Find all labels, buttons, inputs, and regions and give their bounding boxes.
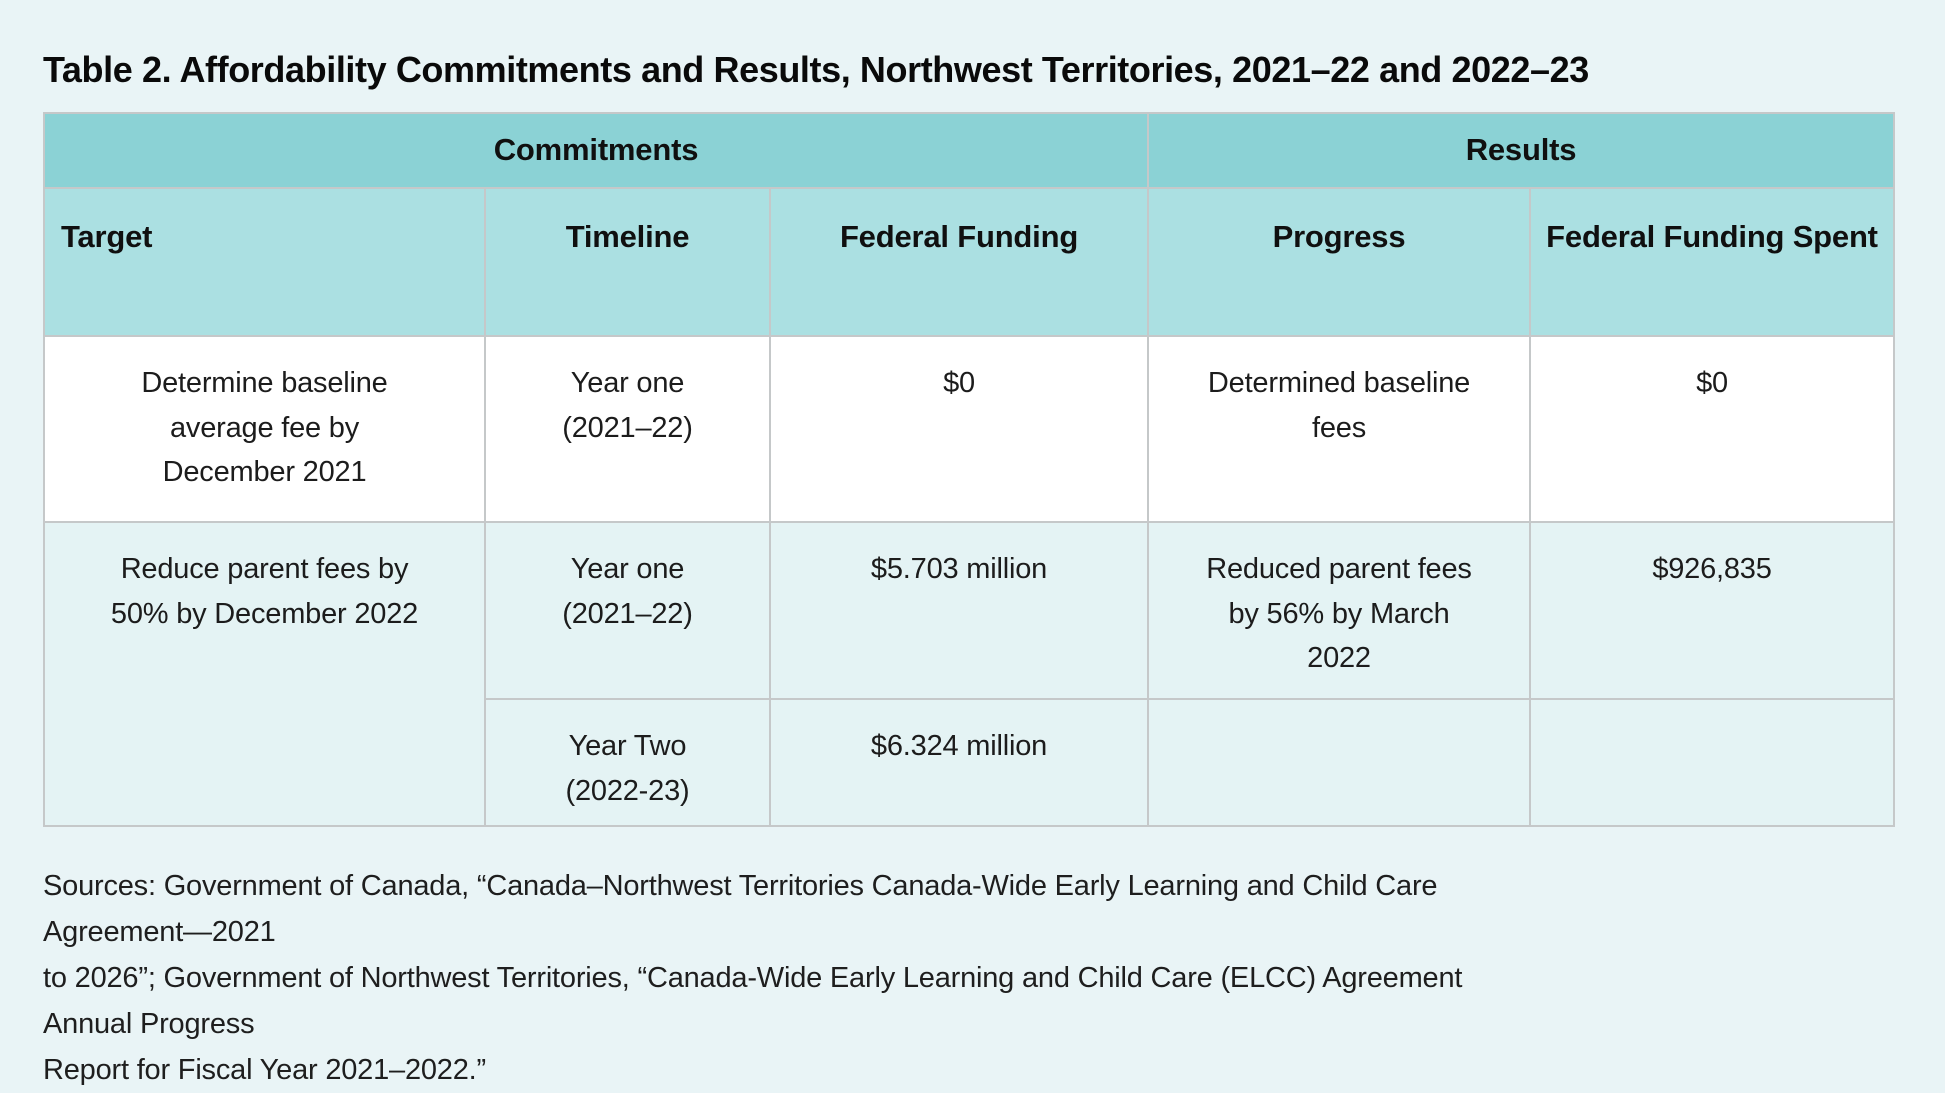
page-title: Table 2. Affordability Commitments and R… [43, 49, 1589, 90]
cell-row2b-timeline: Year Two (2022-23) [484, 697, 771, 827]
cell-row1-progress: Determined baseline fees [1147, 334, 1531, 523]
group-header-row: Commitments Results [43, 111, 1895, 189]
column-header-row: Target Timeline Federal Funding Progress… [43, 186, 1895, 337]
cell-row1-target: Determine baseline average fee by Decemb… [43, 334, 486, 523]
affordability-table: Commitments Results Target Timeline Fede… [43, 111, 1895, 827]
cell-row1-federal-funding: $0 [769, 334, 1149, 523]
column-header-target: Target [43, 186, 486, 337]
cell-row2a-federal-funding: $5.703 million [769, 520, 1149, 700]
column-header-federal-funding-spent: Federal Funding Spent [1529, 186, 1895, 337]
cell-row1-federal-funding-spent: $0 [1529, 334, 1895, 523]
column-header-timeline: Timeline [484, 186, 771, 337]
cell-row2a-timeline: Year one (2021–22) [484, 520, 771, 700]
column-header-federal-funding: Federal Funding [769, 186, 1149, 337]
cell-row2b-federal-funding: $6.324 million [769, 697, 1149, 827]
cell-row2b-federal-funding-spent [1529, 697, 1895, 827]
table-row-reduce-fees-year-two: Year Two (2022-23) $6.324 million [44, 697, 1895, 827]
cell-row2-target: Reduce parent fees by 50% by December 20… [43, 520, 486, 827]
table-row-baseline-fee: Determine baseline average fee by Decemb… [43, 334, 1895, 523]
sources-note: Sources: Government of Canada, “Canada–N… [43, 869, 1463, 1086]
cell-row1-timeline: Year one (2021–22) [484, 334, 771, 523]
cell-row2a-progress: Reduced parent fees by 56% by March 2022 [1147, 520, 1531, 700]
group-header-results: Results [1147, 111, 1895, 189]
cell-row2a-federal-funding-spent: $926,835 [1529, 520, 1895, 700]
column-header-progress: Progress [1147, 186, 1531, 337]
cell-row2b-progress [1147, 697, 1531, 827]
group-header-commitments: Commitments [43, 111, 1149, 189]
table-row-reduce-fees-year-one: Reduce parent fees by 50% by December 20… [43, 520, 1895, 827]
